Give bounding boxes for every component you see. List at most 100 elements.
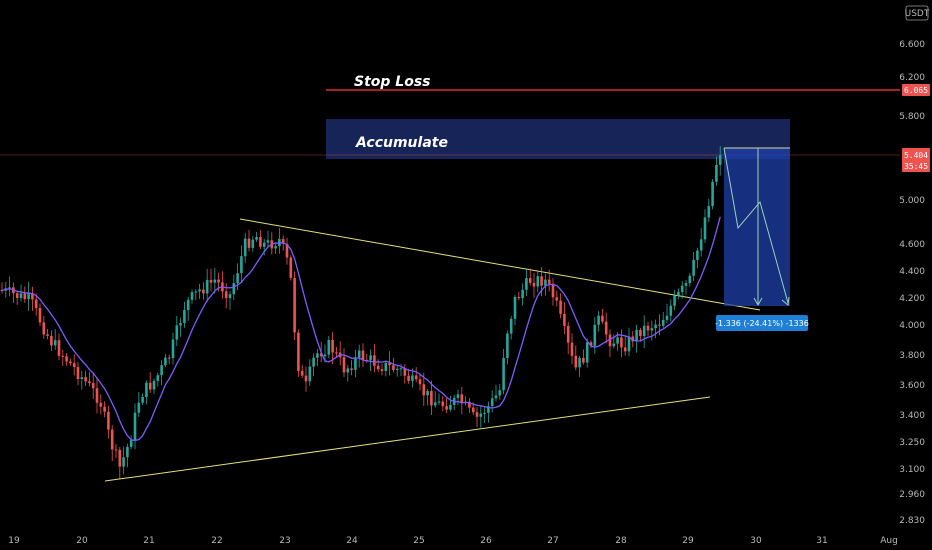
time-tick-label: 21 [143, 536, 154, 546]
candle [422, 384, 426, 396]
candle [547, 279, 551, 284]
price-tick-label: 3.800 [899, 351, 925, 361]
candle [69, 361, 72, 364]
candle [34, 299, 38, 309]
candle [167, 357, 171, 359]
candle [179, 323, 182, 326]
candle [209, 279, 213, 283]
measure-label: -1.336 (-24.41%) -1336 [715, 319, 809, 328]
time-tick-label: 25 [413, 536, 424, 546]
time-tick-label: 28 [615, 536, 627, 546]
candle [525, 278, 528, 290]
candle [699, 239, 703, 251]
candle [441, 401, 445, 407]
candle [494, 395, 498, 399]
candle [50, 335, 53, 346]
candle [8, 287, 11, 289]
candle [570, 342, 574, 356]
time-axis[interactable]: 19 20 21 22 23 24 25 26 27 28 29 30 31 Aug [8, 536, 898, 546]
candle [718, 155, 722, 165]
time-tick-label: 19 [8, 536, 20, 546]
candle [137, 402, 141, 413]
candle [392, 365, 395, 370]
candle [186, 299, 190, 311]
candle [616, 337, 619, 344]
candle [475, 412, 479, 417]
currency-badge[interactable] [905, 5, 929, 21]
price-tick-label: 2.960 [899, 490, 925, 500]
candle [308, 366, 312, 382]
price-tick-label: 3.600 [899, 381, 925, 391]
price-axis[interactable]: 6.600 6.200 5.800 5.000 4.600 4.400 4.200 4.000… [899, 40, 925, 526]
candle [319, 353, 323, 357]
candle [623, 347, 627, 352]
candle [194, 291, 198, 293]
candle [680, 285, 684, 292]
candle [42, 322, 46, 335]
candle [19, 293, 23, 298]
time-tick-label: 23 [279, 536, 290, 546]
candle [23, 293, 27, 300]
candle [357, 350, 361, 358]
candle [205, 279, 209, 294]
candle [532, 282, 536, 287]
candle [517, 296, 521, 299]
candle [433, 402, 437, 406]
candle [84, 377, 87, 382]
upper-trendline [239, 218, 761, 311]
stop-loss-price: 6.065 [904, 86, 928, 95]
candle [91, 383, 95, 389]
candle [380, 369, 384, 371]
candle [46, 334, 49, 336]
measure-label-box [716, 315, 808, 331]
candle [312, 357, 315, 367]
candle [582, 357, 585, 363]
candle [164, 357, 167, 366]
price-tick-label: 5.000 [899, 196, 925, 206]
candle [247, 238, 251, 248]
candle [224, 291, 228, 299]
candle [300, 370, 304, 376]
candle [15, 293, 19, 298]
candle [521, 289, 524, 299]
candle [323, 354, 327, 357]
stop-loss-price-tag [902, 84, 930, 96]
candle [487, 406, 490, 413]
price-tick-label: 4.000 [899, 321, 925, 331]
candle [80, 377, 84, 380]
candle [551, 283, 555, 298]
candle [129, 440, 133, 447]
projection-path [723, 147, 789, 304]
candle [585, 342, 589, 363]
candle [88, 381, 91, 384]
candle [65, 356, 68, 362]
candle [57, 340, 61, 356]
candle [152, 380, 156, 390]
currency-label: USDT [905, 9, 930, 19]
candle [468, 401, 471, 408]
time-tick-label: 20 [76, 536, 88, 546]
candle [133, 412, 137, 441]
candle [99, 402, 103, 407]
candle [293, 277, 296, 333]
candle [335, 352, 338, 354]
candle [240, 256, 243, 274]
candle [692, 259, 695, 276]
stop-loss-label: Stop Loss [354, 74, 431, 90]
candle [126, 446, 129, 458]
candle [228, 294, 232, 299]
candle [384, 362, 388, 371]
candle [361, 350, 365, 360]
candle [513, 296, 517, 319]
candle [639, 329, 642, 337]
candle [297, 332, 300, 371]
candle [118, 449, 122, 467]
candle [148, 382, 152, 390]
candle [703, 217, 707, 240]
candle [122, 457, 125, 467]
candle [76, 367, 80, 380]
candle [217, 279, 220, 283]
candle [171, 339, 175, 359]
